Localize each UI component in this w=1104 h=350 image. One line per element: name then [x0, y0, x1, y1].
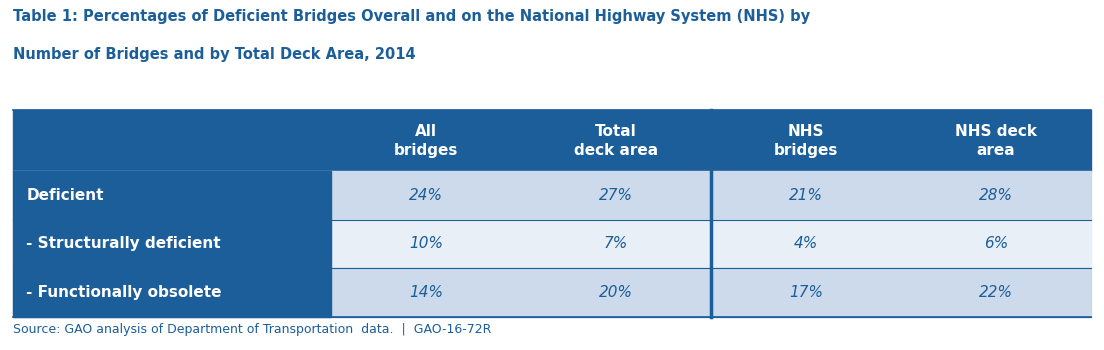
Text: 22%: 22%: [979, 285, 1012, 300]
Text: 10%: 10%: [410, 237, 443, 251]
Text: All
bridges: All bridges: [394, 124, 458, 158]
Text: - Structurally deficient: - Structurally deficient: [26, 237, 221, 251]
Text: 7%: 7%: [604, 237, 628, 251]
Text: 17%: 17%: [789, 285, 822, 300]
Text: Source: GAO analysis of Department of Transportation  data.  |  GAO-16-72R: Source: GAO analysis of Department of Tr…: [13, 323, 491, 336]
Text: - Functionally obsolete: - Functionally obsolete: [26, 285, 222, 300]
Text: 24%: 24%: [410, 188, 443, 203]
Text: 21%: 21%: [789, 188, 822, 203]
Text: Deficient: Deficient: [26, 188, 104, 203]
Text: Table 1: Percentages of Deficient Bridges Overall and on the National Highway Sy: Table 1: Percentages of Deficient Bridge…: [13, 9, 810, 24]
Text: 20%: 20%: [599, 285, 633, 300]
Text: NHS
bridges: NHS bridges: [774, 124, 838, 158]
Text: Total
deck area: Total deck area: [574, 124, 658, 158]
Text: 14%: 14%: [410, 285, 443, 300]
Text: 4%: 4%: [794, 237, 818, 251]
Text: NHS deck
area: NHS deck area: [955, 124, 1037, 158]
Text: Number of Bridges and by Total Deck Area, 2014: Number of Bridges and by Total Deck Area…: [13, 47, 416, 62]
Text: 6%: 6%: [984, 237, 1008, 251]
Text: 27%: 27%: [599, 188, 633, 203]
Text: 28%: 28%: [979, 188, 1012, 203]
